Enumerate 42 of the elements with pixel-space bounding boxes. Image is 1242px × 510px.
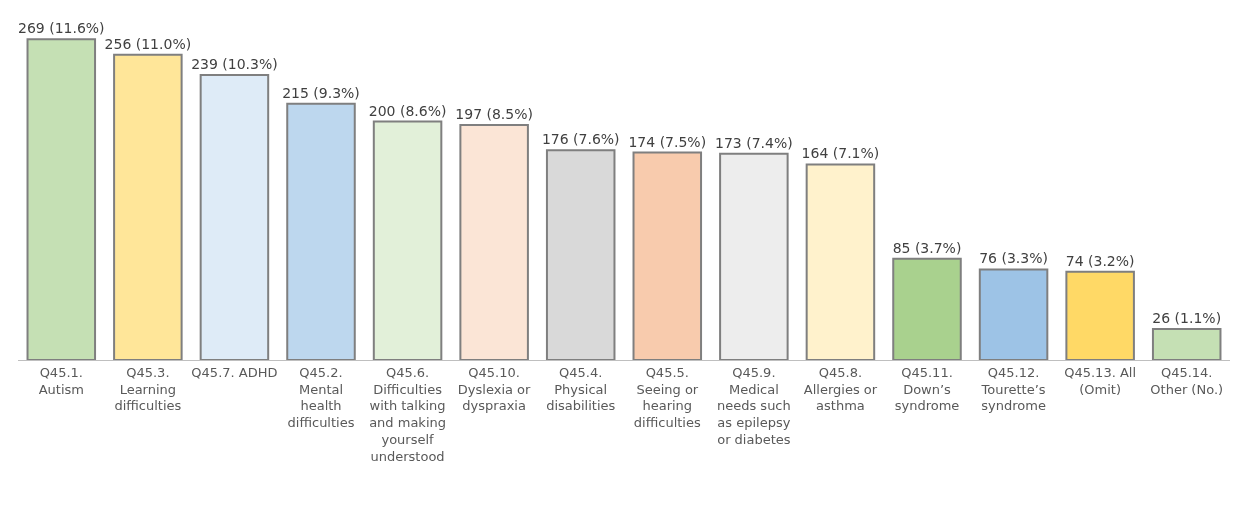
data-label: 239 (10.3%) xyxy=(191,56,278,73)
bar xyxy=(545,149,616,360)
data-label: 200 (8.6%) xyxy=(368,102,447,119)
bar xyxy=(199,74,270,360)
x-tick-label: Q45.8. Allergies or asthma xyxy=(803,364,878,414)
data-label: 164 (7.1%) xyxy=(801,145,880,162)
x-tick-label: Q45.2. Mental health difficulties xyxy=(287,364,355,431)
x-tick-label: Q45.12. Tourette’s syndrome xyxy=(980,364,1046,414)
bar xyxy=(286,102,356,360)
x-tick-label: Q45.5. Seeing or hearing difficulties xyxy=(633,364,701,431)
data-label: 176 (7.6%) xyxy=(541,131,620,148)
data-label: 256 (11.0%) xyxy=(104,35,192,52)
bar xyxy=(978,268,1049,360)
bar xyxy=(719,152,789,360)
x-tick-label: Q45.3. Learning difficulties xyxy=(114,364,182,414)
x-tick-label: Q45.10. Dyslexia or dyspraxia xyxy=(457,364,532,414)
x-tick-label: Q45.4. Physical disabilities xyxy=(546,364,616,414)
data-label: 173 (7.4%) xyxy=(715,134,793,151)
bar xyxy=(632,151,703,360)
data-label: 74 (3.2%) xyxy=(1065,252,1135,269)
bar xyxy=(372,120,443,360)
data-label: 269 (11.6%) xyxy=(18,20,105,37)
x-tick-label: Q45.11. Down’s syndrome xyxy=(894,364,960,414)
data-label: 85 (3.7%) xyxy=(892,239,962,256)
data-label: 215 (9.3%) xyxy=(282,84,360,101)
data-label: 197 (8.5%) xyxy=(455,106,533,123)
bar xyxy=(26,38,97,360)
bar xyxy=(1151,328,1222,360)
x-tick-label: Q45.9. Medical needs such as epilepsy or diabetes xyxy=(716,364,791,448)
x-tick-label: Q45.13. All (Omit) xyxy=(1064,364,1137,397)
data-label: 76 (3.3%) xyxy=(979,250,1048,267)
bar xyxy=(113,53,183,360)
x-tick-label: Q45.6. Difficulties with talking and making yourself understood xyxy=(369,364,446,465)
data-label: 26 (1.1%) xyxy=(1152,310,1222,326)
bar xyxy=(459,124,529,360)
bar xyxy=(805,163,876,360)
x-tick-label: Q45.7. ADHD xyxy=(191,364,278,380)
x-tick-label: Q45.1. Autism xyxy=(38,364,84,397)
bar xyxy=(1065,270,1135,360)
data-label: 174 (7.5%) xyxy=(628,133,707,150)
bar xyxy=(892,257,962,360)
x-tick-label: Q45.14. Other (No.) xyxy=(1150,364,1224,397)
